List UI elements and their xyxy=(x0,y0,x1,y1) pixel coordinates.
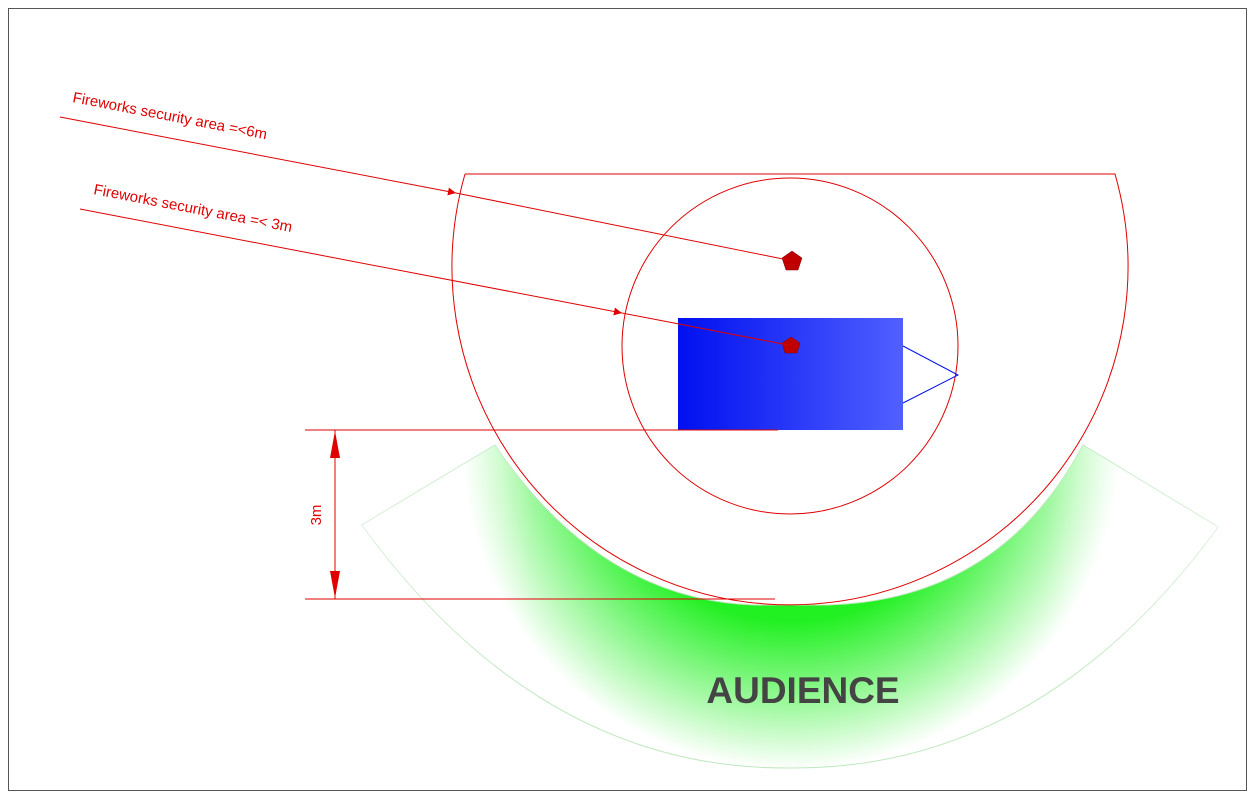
dimension-label: 3m xyxy=(308,505,325,526)
audience-label: AUDIENCE xyxy=(706,670,899,711)
dimension-3m: 3m xyxy=(305,429,778,600)
outer-area-leader: Fireworks security area =<6m xyxy=(59,89,789,261)
inner-security-area xyxy=(621,177,959,515)
audience-area: AUDIENCE xyxy=(361,444,1219,769)
stage-front-marker xyxy=(902,345,960,404)
stage xyxy=(678,318,903,430)
pentagon-marker-icon xyxy=(781,250,803,271)
outer-security-area xyxy=(451,173,1129,606)
outer-area-label: Fireworks security area =<6m xyxy=(71,89,268,143)
pentagon-marker-icon xyxy=(781,336,801,354)
inner-area-label: Fireworks security area =< 3m xyxy=(92,181,293,236)
